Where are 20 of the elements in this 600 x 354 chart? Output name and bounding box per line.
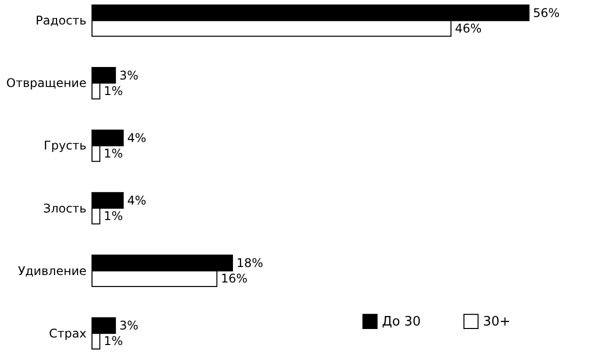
- data-label: 1%: [104, 334, 123, 348]
- legend-label: 30+: [483, 314, 510, 330]
- y-tick-label: Удивление: [18, 264, 86, 278]
- data-label: 3%: [119, 318, 138, 333]
- y-tick-label: Страх: [49, 326, 86, 340]
- data-label: 4%: [127, 130, 146, 145]
- data-label: 4%: [127, 193, 146, 208]
- data-label: 46%: [454, 21, 482, 36]
- y-tick-label: Отвращение: [6, 76, 86, 90]
- y-tick-label: Грусть: [44, 138, 86, 153]
- data-label: 1%: [104, 84, 123, 98]
- data-label: 1%: [104, 209, 123, 224]
- data-label: 1%: [104, 146, 123, 161]
- y-tick-label: Радость: [36, 14, 86, 28]
- data-label: 16%: [220, 272, 248, 286]
- legend-label: До 30: [382, 314, 421, 330]
- y-tick-label: Злость: [43, 201, 86, 216]
- data-label: 56%: [533, 6, 560, 20]
- data-label: 3%: [119, 68, 138, 82]
- data-label: 18%: [236, 256, 264, 270]
